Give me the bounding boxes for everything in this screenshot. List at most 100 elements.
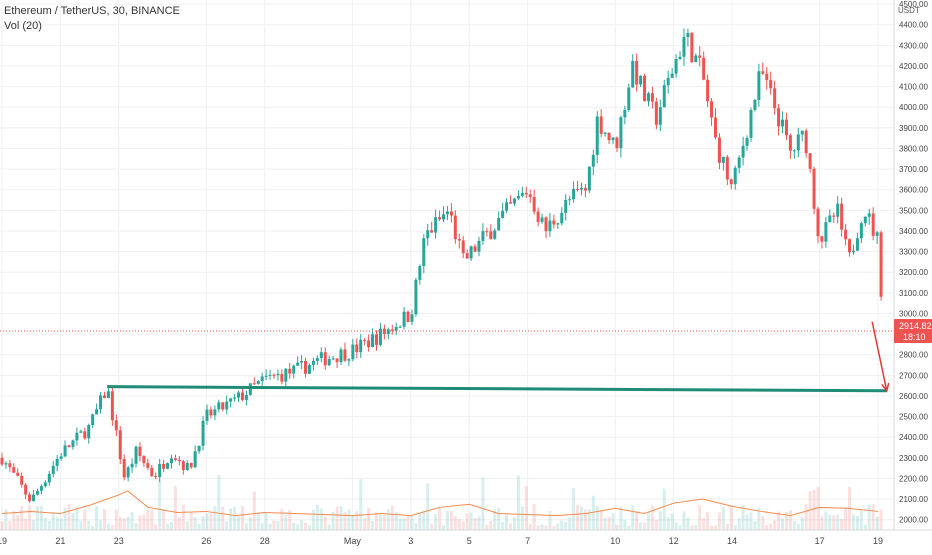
candle-body <box>162 463 166 469</box>
volume-bar <box>114 509 118 530</box>
volume-bar <box>343 511 347 530</box>
volume-bar <box>229 508 233 530</box>
candle-body <box>820 236 824 242</box>
candle-body <box>130 463 134 468</box>
volume-bar <box>181 504 185 530</box>
candle-body <box>445 211 449 215</box>
volume-bar <box>67 504 71 530</box>
volume-bar <box>753 520 757 530</box>
symbol-title[interactable]: Ethereum / TetherUS, 30, BINANCE <box>4 5 180 17</box>
price-tick-label: 3500.00 <box>899 206 928 215</box>
last-price-tag-box <box>894 319 932 343</box>
candle-body <box>414 279 418 315</box>
candle-body <box>276 373 280 376</box>
candle-body <box>603 132 607 134</box>
candle-body <box>587 166 591 191</box>
volume-bar <box>690 525 694 530</box>
candle-body <box>229 398 233 402</box>
volume-bar <box>611 513 615 530</box>
candle-body <box>47 473 51 483</box>
volume-bar <box>410 515 414 530</box>
volume-bar <box>686 517 690 530</box>
volume-bar <box>430 523 434 530</box>
candle-body <box>698 55 702 58</box>
candle-body <box>51 465 55 474</box>
candle-body <box>469 246 473 259</box>
volume-bar <box>698 505 702 530</box>
candle-body <box>248 383 252 395</box>
candle-body <box>619 117 623 149</box>
volume-bar <box>244 523 248 530</box>
volume-bar <box>55 517 59 530</box>
volume-bar <box>493 509 497 530</box>
candle-body <box>193 451 197 468</box>
candle-body <box>32 494 36 502</box>
price-axis-background[interactable] <box>894 0 932 550</box>
candle-body <box>520 192 524 196</box>
volume-bar <box>75 506 79 530</box>
volume-bar <box>307 525 311 530</box>
time-tick-label: 10 <box>610 536 620 546</box>
price-tick-label: 3800.00 <box>899 144 928 153</box>
volume-bar <box>769 523 773 530</box>
candle-body <box>477 240 481 252</box>
candle-body <box>725 156 729 180</box>
volume-bar <box>335 506 339 530</box>
projection-arrow[interactable] <box>871 321 888 391</box>
volume-bar <box>402 518 406 530</box>
candle-body <box>146 463 150 468</box>
grid-layer <box>0 0 893 530</box>
volume-bar <box>248 517 252 530</box>
volume-bar <box>457 519 461 530</box>
projection-arrow-head <box>881 382 890 393</box>
candle-body <box>185 462 189 471</box>
candle-body <box>832 215 836 217</box>
volume-bar <box>725 523 729 530</box>
candle-body <box>83 431 87 439</box>
volume-bar <box>745 514 749 530</box>
last-price-label: 2914.82 <box>899 321 932 331</box>
candle-body <box>489 231 493 239</box>
volume-bar <box>0 521 4 530</box>
candle-body <box>773 88 777 109</box>
candle-body <box>398 326 402 328</box>
volume-bar <box>351 515 355 530</box>
candle-body <box>761 71 765 74</box>
volume-bar <box>12 510 16 530</box>
candle-body <box>122 459 126 478</box>
time-tick-label: May <box>344 536 362 546</box>
candle-body <box>240 392 244 400</box>
candle-body <box>867 213 871 217</box>
volume-bar <box>256 512 260 530</box>
volume-bar <box>240 506 244 530</box>
volume-bar <box>784 511 788 530</box>
candle-body <box>154 476 158 478</box>
candle-body <box>579 187 583 190</box>
candle-body <box>524 192 528 195</box>
volume-bar <box>867 504 871 530</box>
volume-bar <box>170 521 174 530</box>
candle-body <box>781 119 785 127</box>
price-tick-label: 3600.00 <box>899 186 928 195</box>
candle-body <box>307 364 311 374</box>
volume-bar <box>284 514 288 530</box>
volume-bar <box>252 491 256 530</box>
support-trendline[interactable] <box>107 385 887 393</box>
candle-body <box>87 425 91 439</box>
candle-body <box>702 57 706 80</box>
volume-bar <box>449 511 453 530</box>
volume-indicator-label[interactable]: Vol (20) <box>4 20 42 32</box>
candle-body <box>374 334 378 345</box>
candle-body <box>99 395 103 410</box>
candle-body <box>481 231 485 241</box>
candle-body <box>737 157 741 168</box>
candle-body <box>591 154 595 167</box>
candle-body <box>816 208 820 237</box>
volume-bar <box>595 505 599 530</box>
candle-body <box>568 199 572 201</box>
candle-body <box>792 150 796 152</box>
volume-bar <box>485 524 489 530</box>
candle-body <box>745 137 749 146</box>
